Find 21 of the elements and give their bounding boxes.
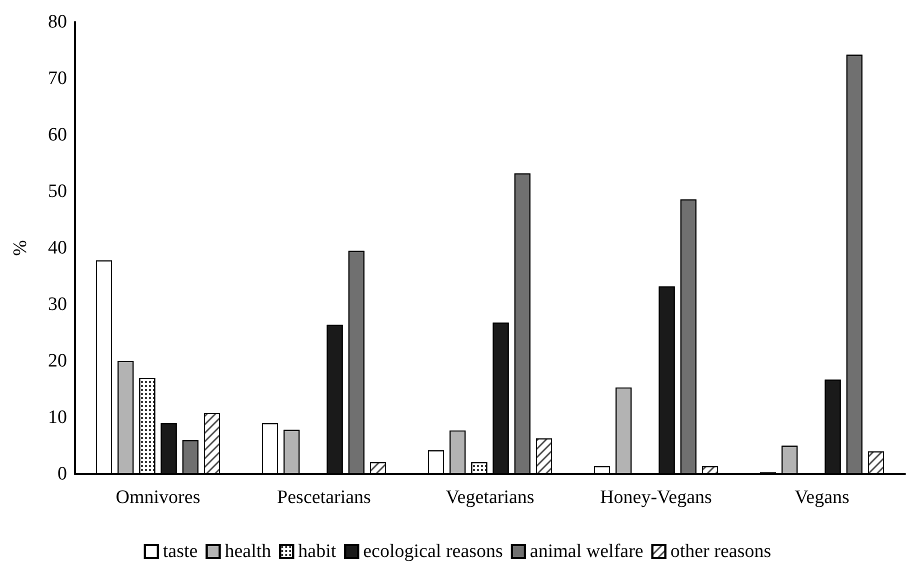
legend-label: health bbox=[224, 541, 272, 562]
legend-label: ecological reasons bbox=[363, 541, 503, 562]
x-tick-label: Vegans bbox=[794, 487, 850, 508]
x-tick-label: Omnivores bbox=[116, 487, 200, 508]
y-tick-label: 60 bbox=[48, 124, 67, 146]
y-tick-label: 20 bbox=[48, 350, 67, 372]
y-tick-label: 70 bbox=[48, 68, 67, 89]
y-tick-label: 30 bbox=[48, 294, 67, 315]
y-tick-label: 0 bbox=[58, 464, 67, 484]
y-axis-title: % bbox=[10, 240, 31, 256]
x-tick-label: Pescetarians bbox=[277, 487, 371, 508]
legend-label: taste bbox=[162, 541, 198, 562]
legend-label: animal welfare bbox=[530, 541, 644, 562]
y-tick-label: 80 bbox=[48, 12, 67, 32]
legend-label: habit bbox=[298, 541, 337, 562]
x-tick-label: Vegetarians bbox=[446, 487, 534, 508]
x-tick-label: Honey-Vegans bbox=[600, 487, 712, 508]
y-tick-label: 10 bbox=[48, 407, 67, 428]
y-tick-label: 40 bbox=[48, 238, 67, 258]
legend-label: other reasons bbox=[670, 541, 772, 562]
y-tick-label: 50 bbox=[48, 181, 67, 202]
